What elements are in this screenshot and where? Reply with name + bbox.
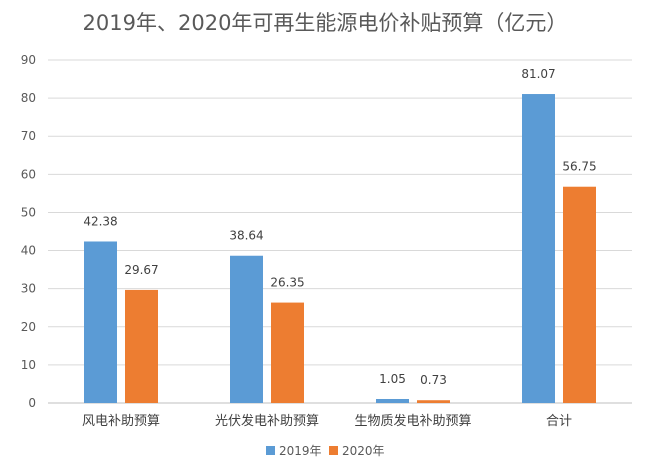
y-tick-label: 20 xyxy=(21,320,36,334)
data-label: 1.05 xyxy=(379,372,406,386)
y-tick-label: 80 xyxy=(21,91,36,105)
bar-series2-3 xyxy=(563,186,596,403)
data-label: 29.67 xyxy=(124,263,158,277)
bar-series1-3 xyxy=(522,94,555,403)
bar-series2-1 xyxy=(271,302,304,403)
y-tick-label: 90 xyxy=(21,53,36,67)
legend-label: 2020年 xyxy=(342,444,385,458)
legend-swatch xyxy=(266,446,275,455)
x-category-label: 风电补助预算 xyxy=(82,414,160,429)
legend-swatch xyxy=(329,446,338,455)
bar-series1-1 xyxy=(230,255,263,403)
chart-title: 2019年、2020年可再生能源电价补贴预算（亿元） xyxy=(83,11,568,35)
x-category-label: 光伏发电补助预算 xyxy=(215,413,319,429)
data-labels: 42.38 29.67 38.64 26.35 1.05 0.73 81.07 56.75 xyxy=(83,67,596,387)
data-label: 42.38 xyxy=(83,214,117,228)
y-tick-label: 10 xyxy=(21,358,36,372)
y-tick-label: 50 xyxy=(21,205,36,219)
data-label: 81.07 xyxy=(521,67,555,81)
x-axis-categories: 风电补助预算 光伏发电补助预算 生物质发电补助预算 合计 xyxy=(82,413,572,429)
data-label: 26.35 xyxy=(270,276,304,290)
data-label: 0.73 xyxy=(420,373,447,387)
y-tick-label: 40 xyxy=(21,244,36,258)
data-label: 56.75 xyxy=(562,160,596,174)
y-axis-ticks: 0 10 20 30 40 50 60 70 80 90 xyxy=(21,53,36,410)
bar-series2-0 xyxy=(125,289,158,403)
legend-label: 2019年 xyxy=(279,444,322,458)
x-category-label: 合计 xyxy=(546,414,572,429)
legend: 2019年 2020年 xyxy=(266,444,385,458)
bar-series1-0 xyxy=(84,241,117,403)
y-tick-label: 30 xyxy=(21,282,36,296)
data-label: 38.64 xyxy=(229,229,263,243)
y-tick-label: 0 xyxy=(28,396,36,410)
bar-series1-2 xyxy=(376,398,409,403)
y-tick-label: 70 xyxy=(21,129,36,143)
bars xyxy=(84,94,596,403)
bar-series2-2 xyxy=(417,400,450,403)
y-tick-label: 60 xyxy=(21,167,36,181)
x-category-label: 生物质发电补助预算 xyxy=(354,413,471,429)
